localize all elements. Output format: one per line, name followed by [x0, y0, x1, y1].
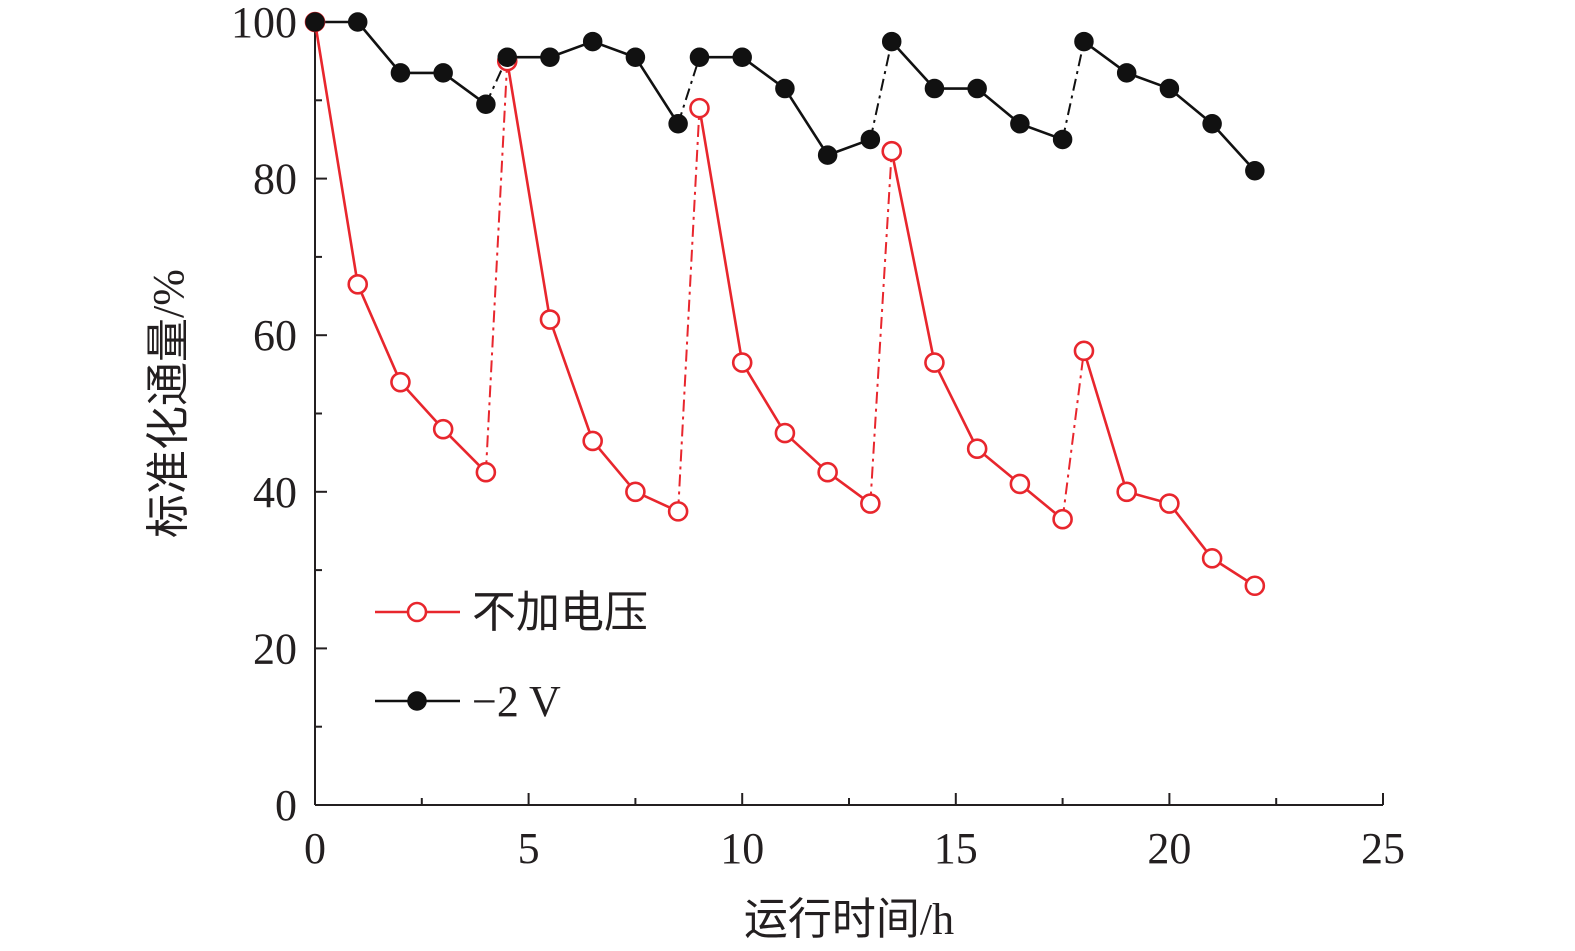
- series-no-voltage-point: [689, 97, 710, 119]
- series-no-voltage-point: [924, 352, 945, 373]
- x-axis-title: 运行时间/h: [744, 895, 954, 944]
- series-minus-2v-point: [860, 129, 881, 150]
- series-minus-2v-line: [1083, 40, 1256, 172]
- series-minus-2v-point: [924, 78, 945, 99]
- x-tick-label: 10: [720, 824, 764, 873]
- y-tick-label: 100: [231, 0, 297, 47]
- series-minus-2v-point: [732, 47, 752, 67]
- series-no-voltage-point: [539, 309, 561, 330]
- series-no-voltage-point: [881, 140, 903, 162]
- series-minus-2v-point: [390, 63, 411, 83]
- y-tick-label: 80: [253, 155, 297, 204]
- y-tick-label: 60: [253, 311, 297, 360]
- series-no-voltage-point: [1073, 340, 1095, 362]
- series-minus-2v-point: [540, 47, 560, 67]
- series-minus-2v-point: [1074, 31, 1094, 52]
- series-minus-2v-connector: [677, 56, 701, 125]
- y-tick-label: 0: [275, 781, 297, 830]
- series-minus-2v-point: [1116, 63, 1137, 83]
- series-minus-2v-point: [625, 47, 646, 67]
- series-no-voltage-point: [1159, 493, 1180, 514]
- series-minus-2v-point: [497, 47, 517, 67]
- series-minus-2v-point: [668, 114, 688, 134]
- series-no-voltage-point: [731, 352, 753, 373]
- series-no-voltage-point: [475, 461, 497, 483]
- series-minus-2v-point: [582, 31, 603, 52]
- y-tick-label: 20: [253, 624, 297, 673]
- data-markers: [304, 11, 1266, 597]
- series-minus-2v-point: [476, 94, 496, 114]
- series-minus-2v-point: [1159, 78, 1180, 99]
- x-tick-label: 15: [934, 824, 978, 873]
- series-minus-2v-point: [775, 78, 795, 99]
- series-no-voltage-point: [1201, 548, 1223, 569]
- series-minus-2v-point: [1202, 114, 1222, 134]
- series-no-voltage-point: [582, 430, 603, 452]
- y-axis-title: 标准化通量/%: [144, 269, 193, 538]
- series-no-voltage-line: [1082, 350, 1256, 587]
- series-no-voltage-point: [667, 501, 689, 522]
- series-no-voltage-line: [698, 107, 872, 505]
- legend-minus-2v-marker: [407, 691, 427, 711]
- series-no-voltage-point: [1244, 575, 1266, 597]
- legend-no-voltage-marker: [406, 601, 428, 623]
- series-minus-2v-point: [1010, 114, 1030, 134]
- series-no-voltage-point: [347, 274, 369, 295]
- recovery-connectors: [484, 41, 1085, 520]
- x-tick-label: 0: [304, 824, 326, 873]
- series-no-voltage-point: [1052, 508, 1073, 530]
- series-minus-2v-point: [347, 12, 368, 32]
- y-tick-label: 40: [253, 468, 297, 517]
- series-minus-2v-point: [967, 78, 987, 99]
- series-no-voltage-point: [966, 438, 988, 460]
- x-tick-label: 25: [1361, 824, 1405, 873]
- legend-minus-2v-label: −2 V: [472, 677, 561, 726]
- x-tick-label: 5: [518, 824, 540, 873]
- series-minus-2v-point: [1245, 161, 1265, 181]
- series-no-voltage-point: [390, 371, 411, 393]
- series-no-voltage-point: [432, 418, 454, 440]
- series-minus-2v-connector: [1061, 41, 1085, 140]
- series-no-voltage-point: [1009, 473, 1031, 495]
- series-no-voltage-point: [1116, 481, 1137, 503]
- series-minus-2v-point: [817, 145, 838, 165]
- series-minus-2v-point: [305, 12, 325, 32]
- series-minus-2v-point: [689, 47, 710, 67]
- series-minus-2v-connector: [869, 41, 893, 140]
- series-minus-2v-point: [433, 63, 453, 83]
- series-no-voltage-point: [774, 422, 796, 444]
- series-minus-2v-line: [315, 20, 487, 106]
- series-no-voltage-connector: [484, 61, 509, 473]
- series-no-voltage-point: [625, 481, 646, 503]
- series-no-voltage-line: [313, 21, 487, 474]
- series-no-voltage-connector: [677, 108, 701, 512]
- series-minus-2v-point: [1052, 129, 1073, 150]
- series-minus-2v-line: [699, 55, 871, 157]
- series-minus-2v-line: [507, 40, 680, 125]
- series-lines: [313, 20, 1256, 587]
- axes: 0 5 10 15 20 25 0 20 40 60 80 100: [231, 0, 1405, 873]
- series-minus-2v-point: [881, 31, 902, 52]
- series-no-voltage-connector: [1061, 350, 1085, 520]
- legend-no-voltage-label: 不加电压: [472, 588, 648, 637]
- series-no-voltage-point: [860, 493, 881, 514]
- legend: 不加电压 −2 V: [375, 588, 648, 726]
- series-no-voltage-point: [817, 461, 838, 483]
- x-tick-label: 20: [1147, 824, 1191, 873]
- series-no-voltage-connector: [869, 151, 893, 504]
- series-no-voltage-line: [890, 150, 1064, 521]
